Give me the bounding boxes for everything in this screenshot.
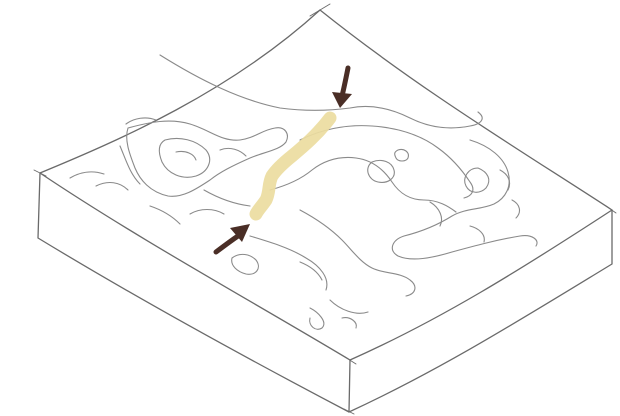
arrow-south-head — [230, 224, 250, 242]
block-sketch-overshoot — [33, 3, 617, 415]
contour-southern-inlet — [299, 209, 416, 297]
arrow-north-shaft — [339, 65, 351, 99]
contour-upper-plateau — [159, 54, 483, 129]
contour-southern-shore — [249, 235, 369, 314]
arrow-south — [213, 224, 250, 255]
contour-east-shore — [429, 169, 521, 243]
contour-west-shore — [69, 171, 225, 225]
arrow-south-shaft — [213, 233, 241, 255]
contour-nw-shore — [119, 117, 251, 207]
contour-small-island-a — [367, 159, 395, 183]
contour-left-island-outer — [126, 120, 288, 197]
block-left-side — [37, 172, 351, 413]
contour-small-island-b — [394, 148, 409, 162]
highlighted-crossing — [249, 111, 337, 221]
contour-right-lobe — [391, 139, 538, 260]
contour-channel-south — [269, 156, 457, 213]
arrow-north — [332, 65, 352, 108]
contour-sw-isle — [231, 253, 259, 275]
contour-right-lobe-inner — [464, 167, 490, 193]
arrow-north-head — [332, 92, 352, 108]
block-top-face — [39, 9, 613, 361]
contour-left-island-inner — [158, 137, 211, 178]
contour-lower-fragments — [299, 261, 357, 330]
contour-channel-north — [299, 125, 474, 199]
block-right-side — [348, 209, 613, 413]
coastline-contours — [69, 54, 538, 330]
terrain-block — [33, 3, 617, 415]
contour-left-island-ridge — [175, 147, 247, 161]
